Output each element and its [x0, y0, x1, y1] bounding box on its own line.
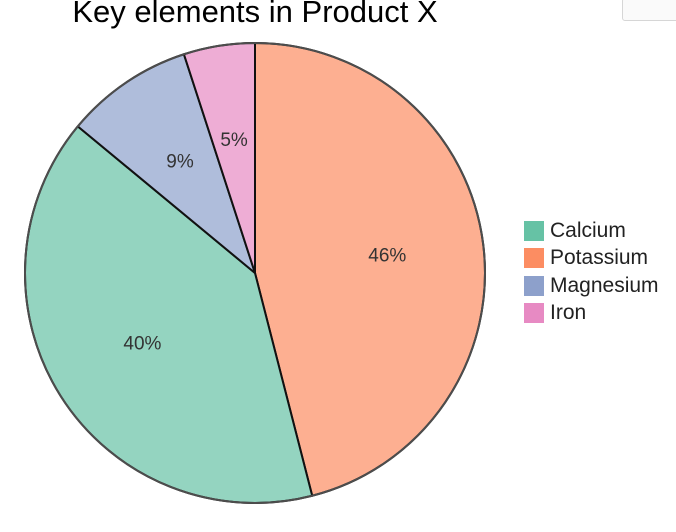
legend-item-calcium[interactable]: Calcium: [524, 217, 659, 245]
legend-label-iron: Iron: [550, 301, 587, 325]
legend-item-iron[interactable]: Iron: [524, 300, 659, 328]
legend-label-calcium: Calcium: [550, 218, 626, 242]
pie-outline: [24, 42, 486, 504]
legend-swatch-magnesium: [524, 275, 544, 296]
chart-title: Key elements in Product X: [72, 0, 438, 29]
corner-tab[interactable]: [622, 0, 676, 21]
legend-label-magnesium: Magnesium: [550, 273, 659, 297]
legend-item-potassium[interactable]: Potassium: [524, 245, 659, 273]
legend-swatch-calcium: [524, 220, 544, 241]
legend-swatch-iron: [524, 303, 544, 324]
data-label-magnesium: 9%: [166, 152, 194, 173]
legend-item-magnesium[interactable]: Magnesium: [524, 272, 659, 300]
data-label-potassium: 46%: [368, 245, 406, 266]
legend-swatch-potassium: [524, 248, 544, 269]
data-label-calcium: 40%: [123, 334, 161, 355]
legend-label-potassium: Potassium: [550, 246, 649, 270]
legend: Calcium Potassium Magnesium Iron: [524, 217, 659, 327]
data-label-iron: 5%: [220, 130, 248, 151]
